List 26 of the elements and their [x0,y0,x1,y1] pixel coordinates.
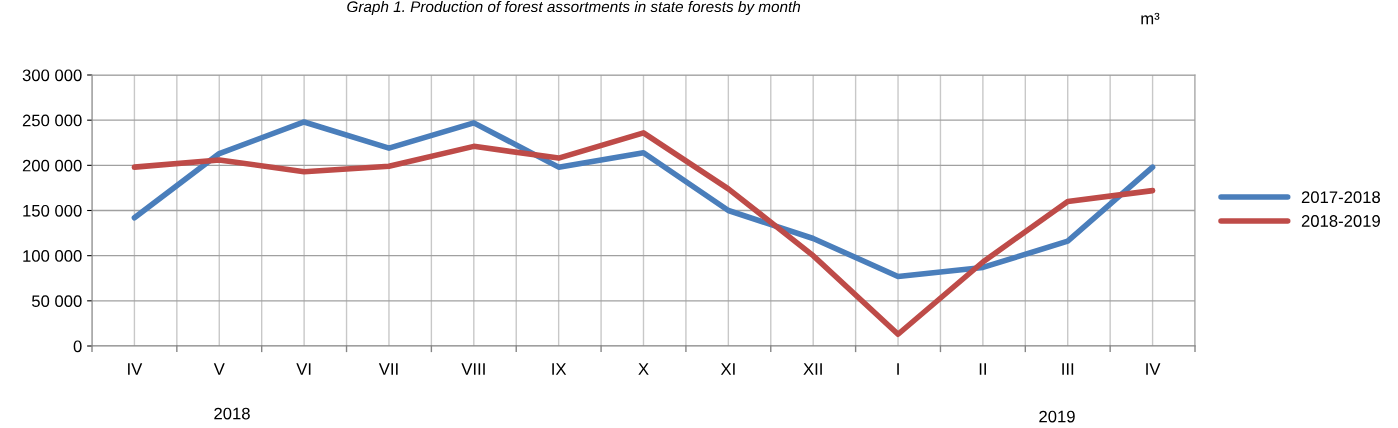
x-tick-label: IV [128,363,143,375]
x-tick-label: VII [378,363,398,375]
text: 2019 [1039,410,1075,423]
x-tick-label: VIII [461,363,485,375]
x-tick-label: IV [1146,363,1161,375]
x-tick-label: XII [803,363,822,375]
x-tick-label: X [638,363,649,375]
x-tick-label: IX [552,363,567,375]
x-tick-label: II [979,363,986,375]
x-tick-label: I [897,363,899,375]
y-tick-label: 50 000 [31,295,82,308]
chart-title: Graph 1. Production of forest assortments in state forests by month [347,0,801,16]
legend-label: 2017-2018 [1301,191,1381,204]
y-tick-label: 0 [73,340,82,353]
legend-label: 2018-2019 [1301,215,1380,227]
y-tick-label: 100 000 [23,250,82,262]
x-tick-label: XI [720,363,735,375]
text: 2018 [214,407,250,420]
text: m³ [1141,12,1160,25]
x-tick-label: V [213,363,225,375]
x-tick-label: VI [296,363,311,375]
y-tick-label: 250 000 [22,114,82,127]
y-tick-label: 300 000 [22,69,82,82]
y-tick-label: 200 000 [22,159,82,172]
y-tick-label: 150 000 [23,204,82,217]
x-tick-label: III [1062,363,1074,375]
